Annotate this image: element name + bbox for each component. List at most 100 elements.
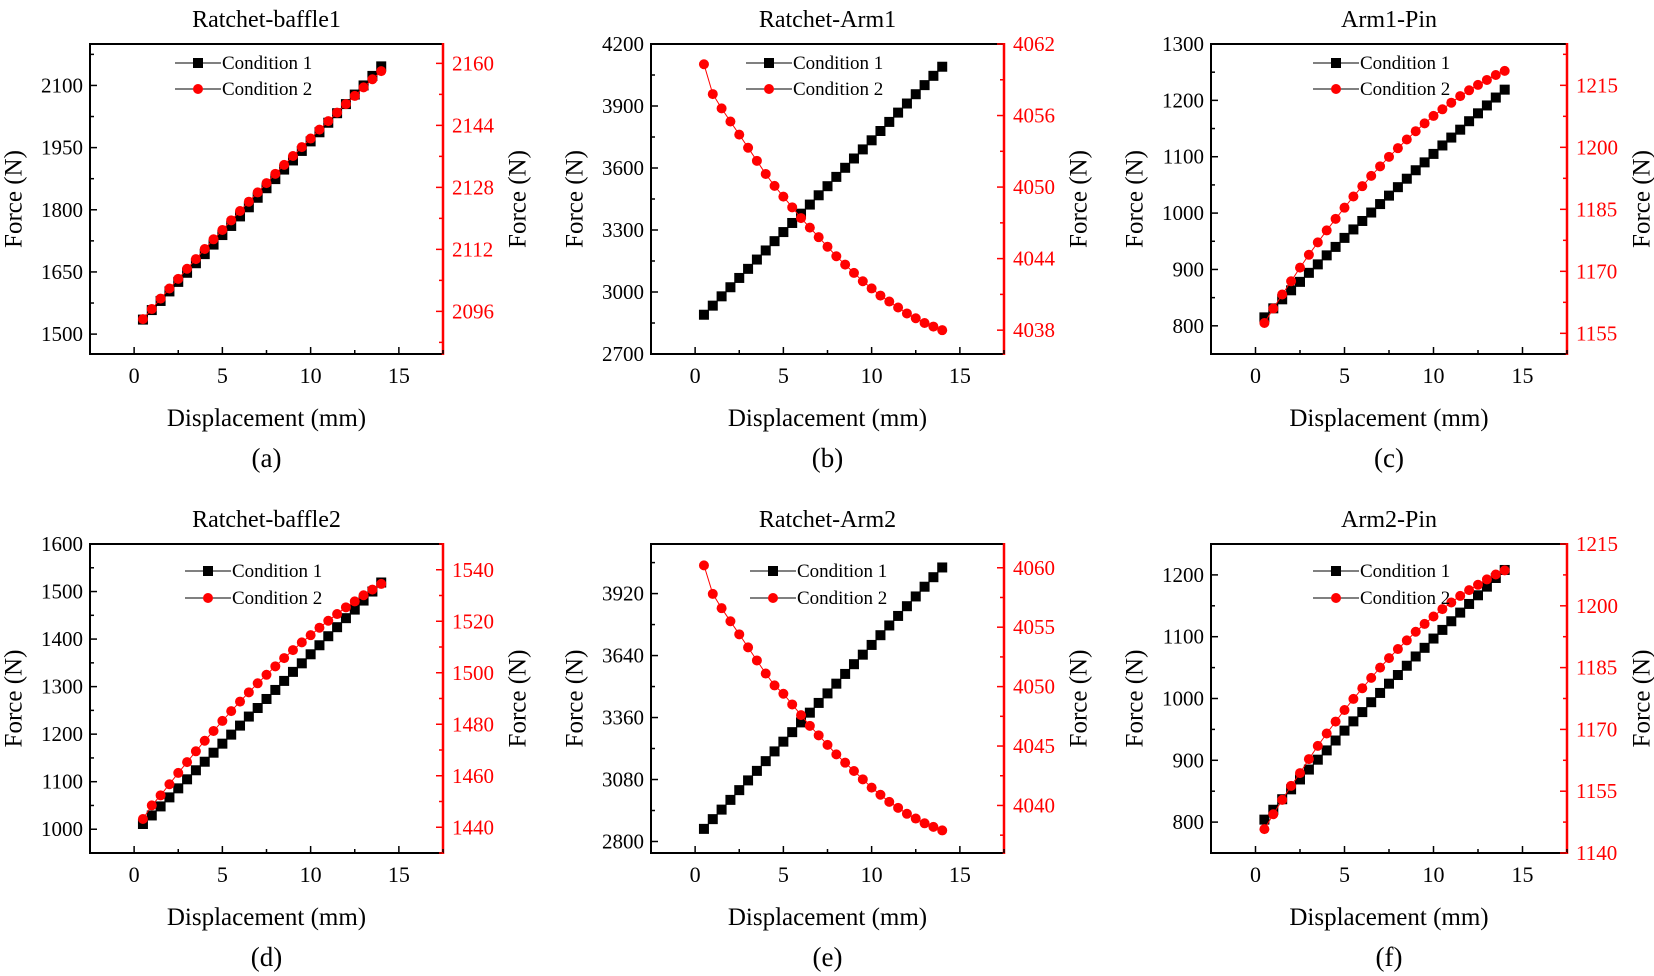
data-point-square — [848, 659, 859, 670]
right-y-tick-label: 1215 — [1576, 73, 1618, 97]
data-point-square — [164, 792, 175, 803]
legend-circle-marker-icon — [203, 593, 213, 603]
data-point-square — [1410, 165, 1421, 176]
data-point-circle — [349, 90, 360, 101]
data-point-square — [1366, 207, 1377, 218]
data-point-circle — [716, 103, 727, 114]
right-y-tick-label: 1520 — [452, 609, 494, 633]
legend-label: Condition 1 — [222, 53, 312, 74]
data-point-square — [1437, 624, 1448, 635]
legend-item-1: Condition 1 — [746, 53, 883, 74]
data-point-square — [1392, 670, 1403, 681]
data-point-circle — [1481, 574, 1492, 585]
data-point-circle — [893, 802, 904, 813]
data-point-square — [1455, 607, 1466, 618]
data-point-circle — [875, 789, 886, 800]
data-point-circle — [707, 89, 718, 100]
data-point-circle — [173, 273, 184, 284]
data-point-square — [778, 736, 789, 747]
left-y-tick-label: 1300 — [1162, 32, 1204, 56]
data-point-circle — [190, 254, 201, 265]
data-point-square — [707, 300, 718, 311]
data-point-square — [243, 202, 254, 213]
left-y-tick-label: 1600 — [41, 532, 83, 556]
left-y-tick-label: 1100 — [1163, 625, 1204, 649]
legend-square-marker-icon — [203, 566, 213, 576]
data-point-square — [1303, 764, 1314, 775]
data-point-square — [884, 620, 895, 631]
data-point-circle — [137, 814, 148, 825]
left-y-tick-label: 3300 — [602, 218, 644, 242]
data-point-square — [769, 746, 780, 757]
data-point-circle — [279, 159, 290, 170]
plot-area — [137, 577, 387, 830]
data-point-circle — [1455, 91, 1466, 102]
data-point-square — [1312, 754, 1323, 765]
data-point-square — [146, 810, 157, 821]
data-point-circle — [287, 150, 298, 161]
data-point-circle — [358, 82, 369, 93]
data-point-square — [937, 562, 948, 573]
legend-circle-marker-icon — [768, 593, 778, 603]
data-point-circle — [314, 622, 325, 633]
data-point-circle — [164, 779, 175, 790]
right-y-tick-label: 1500 — [452, 661, 494, 685]
data-point-circle — [332, 609, 343, 620]
data-point-square — [734, 785, 745, 796]
data-point-circle — [261, 178, 272, 189]
data-point-circle — [1419, 118, 1430, 129]
panel-label: (e) — [813, 942, 843, 972]
panel-label: (c) — [1374, 443, 1404, 473]
data-point-square — [840, 162, 851, 173]
data-point-circle — [1392, 143, 1403, 154]
data-point-circle — [1446, 97, 1457, 108]
left-y-axis-label: Force (N) — [1122, 150, 1149, 248]
legend-square-marker-icon — [1331, 58, 1341, 68]
data-point-circle — [1464, 85, 1475, 96]
data-point-square — [1330, 735, 1341, 746]
data-point-circle — [1464, 585, 1475, 596]
data-point-square — [1384, 190, 1394, 201]
data-point-circle — [1384, 151, 1394, 162]
data-point-circle — [919, 318, 930, 328]
right-y-tick-label: 1155 — [1576, 321, 1617, 345]
x-axis-label: Displacement (mm) — [728, 405, 927, 432]
legend-item-2: Condition 2 — [1313, 79, 1450, 100]
data-point-square — [1321, 745, 1332, 756]
data-point-circle — [910, 813, 921, 824]
legend-circle-marker-icon — [1331, 84, 1341, 94]
data-point-square — [796, 717, 807, 728]
data-point-circle — [822, 241, 833, 252]
legend: Condition 1 Condition 2 — [175, 53, 312, 100]
x-tick-label: 15 — [388, 862, 410, 887]
data-point-square — [226, 729, 237, 740]
data-point-square — [1366, 697, 1377, 708]
legend-square-marker-icon — [764, 58, 774, 68]
right-y-tick-label: 2112 — [452, 237, 493, 261]
x-tick-label: 0 — [129, 363, 140, 388]
data-point-circle — [1375, 161, 1386, 172]
data-point-circle — [751, 155, 762, 166]
legend: Condition 1 Condition 2 — [1313, 561, 1450, 609]
right-y-axis-label: Force (N) — [1066, 650, 1093, 748]
data-point-circle — [314, 124, 325, 135]
data-point-circle — [1392, 644, 1403, 655]
data-point-circle — [1401, 134, 1412, 145]
data-point-circle — [1259, 824, 1270, 835]
right-y-tick-label: 2096 — [452, 299, 494, 323]
data-point-circle — [760, 168, 771, 179]
data-point-square — [199, 756, 210, 767]
chart-title: Arm2-Pin — [1341, 507, 1437, 533]
data-point-circle — [358, 590, 369, 601]
chart-panel-e: Ratchet-Arm2 0 5 10 15 2800 3080 3360 3640 3920 40… — [562, 507, 1093, 972]
right-y-tick-label: 4045 — [1013, 734, 1055, 758]
left-y-tick-label: 2800 — [602, 829, 644, 853]
data-point-circle — [866, 782, 877, 793]
x-tick-label: 10 — [300, 363, 322, 388]
data-point-circle — [1481, 74, 1492, 85]
legend-label: Condition 2 — [1360, 588, 1450, 609]
data-point-circle — [1357, 181, 1368, 192]
chart-panel-c: Arm1-Pin 0 5 10 15 800 900 1000 1100 1200 1300 1155… — [1122, 7, 1654, 473]
left-y-tick-label: 800 — [1173, 810, 1205, 834]
left-y-tick-label: 1500 — [41, 322, 83, 346]
